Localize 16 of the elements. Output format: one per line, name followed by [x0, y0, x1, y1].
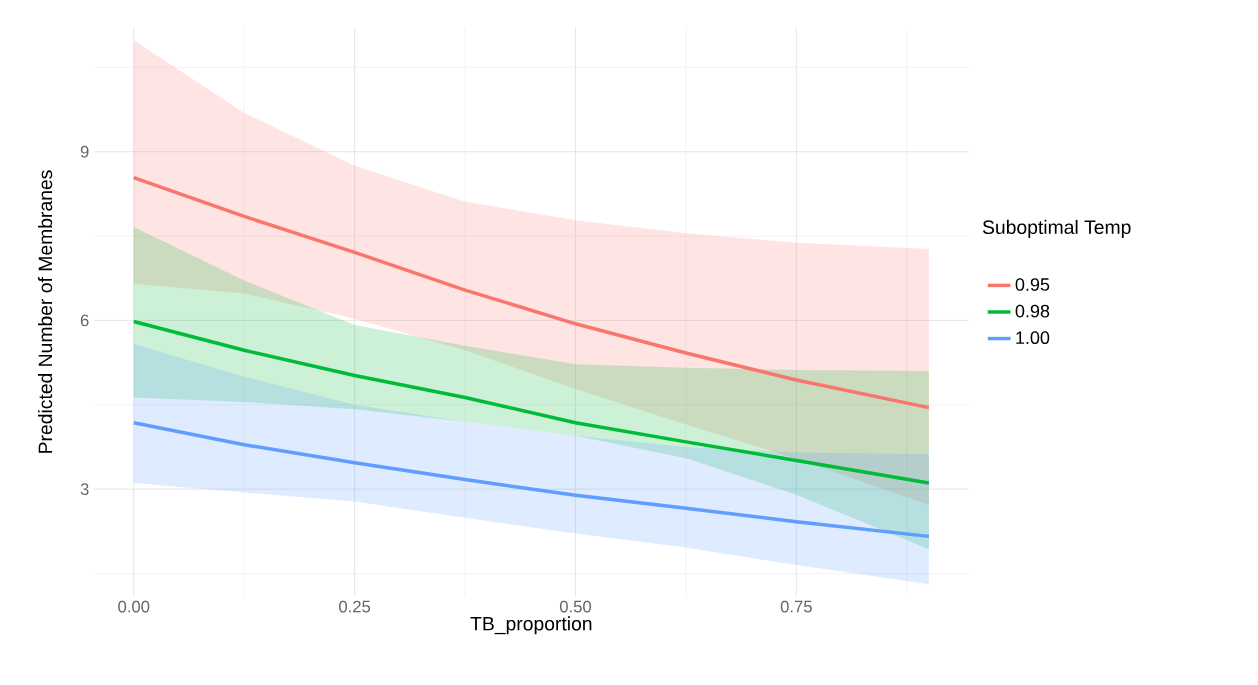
y-tick-label: 6: [80, 314, 89, 327]
line-series: [132, 319, 931, 485]
x-tick-label: 0.25: [339, 600, 371, 613]
y-axis-title: Predicted Number of Membranes: [38, 170, 53, 453]
x-axis-title: TB_proportion: [470, 616, 592, 635]
x-tick-label: 0.75: [780, 600, 812, 613]
legend-label: 0.98: [1015, 304, 1050, 318]
x-tick-label: 0.00: [118, 600, 150, 613]
legend-label: 1.00: [1016, 331, 1050, 345]
x-tick-label: 0.50: [559, 600, 592, 613]
line-series: [132, 421, 931, 539]
line-series: [132, 175, 931, 410]
legend-title: Suboptimal Temp: [982, 219, 1131, 238]
y-tick-label: 3: [80, 483, 89, 496]
y-tick-label: 9: [80, 145, 89, 158]
legend-label: 0.95: [1015, 278, 1050, 291]
